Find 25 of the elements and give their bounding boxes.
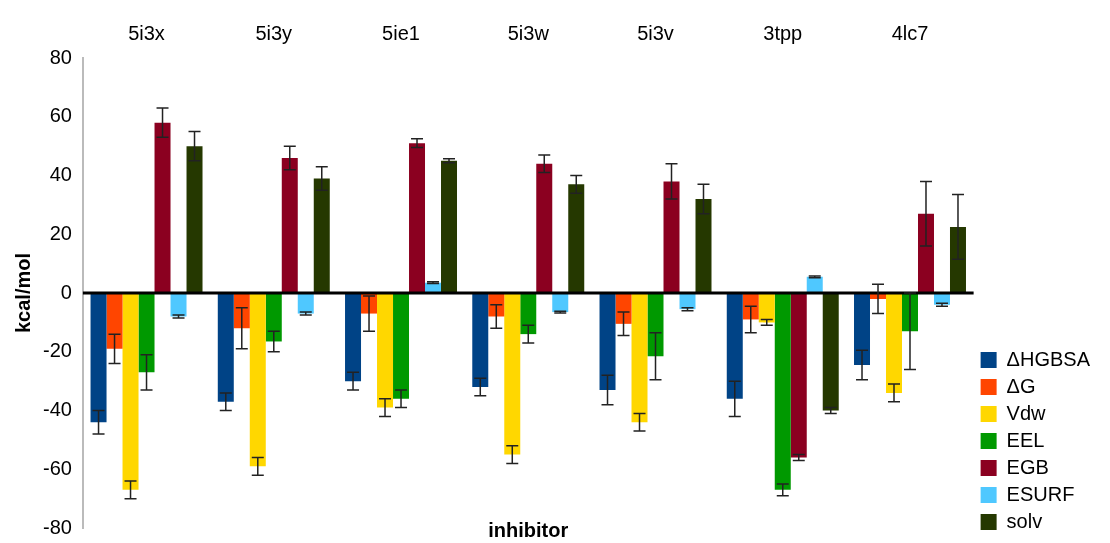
x-tick-label: 3tpp <box>763 21 803 44</box>
y-tick-label: -40 <box>43 398 72 421</box>
legend-label: ΔHGBSA <box>1006 347 1091 370</box>
legend-label: Vdw <box>1006 401 1047 424</box>
legend-label: EGB <box>1006 455 1049 478</box>
y-tick-label: 60 <box>49 104 72 127</box>
y-axis-title: kcal/mol <box>11 252 34 334</box>
legend-label: ΔG <box>1006 374 1036 397</box>
y-tick-label: 80 <box>49 45 72 68</box>
y-tick-label: -80 <box>43 515 72 538</box>
y-tick-label: -20 <box>43 339 72 362</box>
y-tick-label: 20 <box>49 221 72 244</box>
y-tick-label: 40 <box>49 163 72 186</box>
legend-label: solv <box>1006 509 1043 532</box>
x-tick-label: 5i3v <box>637 21 674 44</box>
x-tick-label: 5i3w <box>507 21 550 44</box>
legend-label: ESURF <box>1006 482 1075 505</box>
y-tick-label: 0 <box>60 280 72 303</box>
x-axis-title: inhibitor <box>488 518 569 541</box>
x-tick-label: 5i3y <box>255 21 293 44</box>
legend-label: EEL <box>1006 428 1045 451</box>
x-tick-label: 4lc7 <box>891 21 929 44</box>
x-tick-label: 5ie1 <box>382 21 420 44</box>
y-tick-label: -60 <box>43 456 72 479</box>
x-tick-label: 5i3x <box>128 21 165 44</box>
